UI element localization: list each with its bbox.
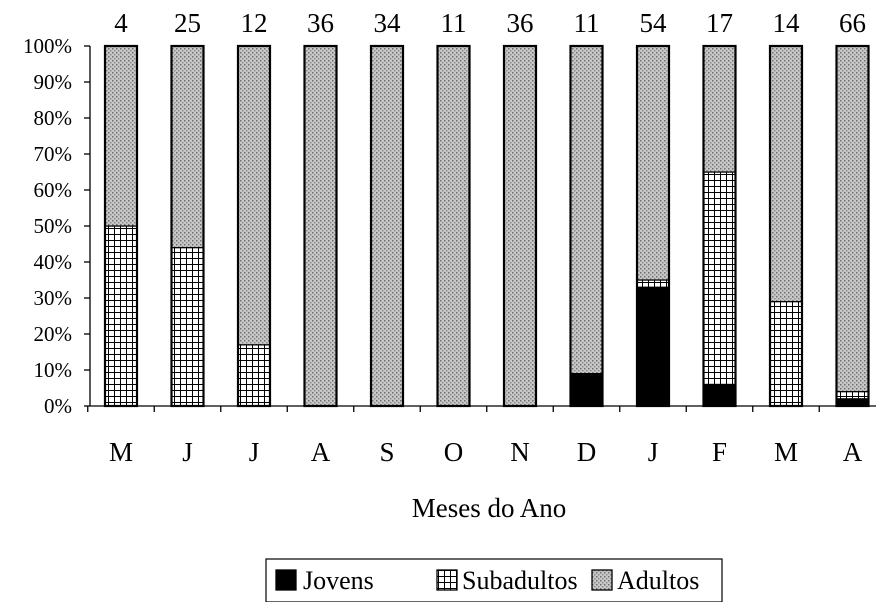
bar-outline: [303, 44, 338, 408]
bar-segment-adultos: [303, 45, 338, 407]
bar-segment-subadultos: [237, 344, 271, 407]
bar-stack: [369, 44, 405, 408]
count-label: 14: [773, 8, 801, 38]
bar-stack: [502, 44, 538, 408]
y-tick-label: 30%: [34, 286, 73, 310]
bar-segment-adultos: [835, 45, 870, 393]
count-label: 66: [839, 8, 866, 38]
x-axis-label: Meses do Ano: [412, 493, 567, 523]
count-label: 17: [706, 8, 733, 38]
x-tick-label: M: [774, 437, 798, 467]
bar-segment-adultos: [636, 45, 670, 281]
legend-swatch: [436, 569, 458, 591]
bar-stack: [303, 44, 338, 408]
bar-segment-adultos: [104, 45, 138, 227]
x-tick-label: M: [109, 437, 133, 467]
x-tick-label: O: [444, 437, 464, 467]
y-tick-label: 80%: [34, 106, 73, 130]
y-tick-label: 90%: [34, 70, 73, 94]
bar-segment-subadultos: [170, 247, 205, 407]
bar-outline: [170, 44, 205, 408]
bar-outline: [436, 44, 471, 408]
legend: Jovens Subadultos Adultos: [265, 558, 723, 602]
x-tick-label: D: [577, 437, 597, 467]
x-tick-label: F: [712, 437, 727, 467]
count-label: 11: [441, 8, 467, 38]
bar-stack: [236, 44, 272, 408]
bar-segment-adultos: [569, 45, 604, 375]
legend-swatch: [275, 569, 297, 591]
count-label: 25: [174, 8, 201, 38]
y-tick-label: 40%: [34, 250, 73, 274]
bar-outline: [635, 44, 671, 408]
y-tick-label: 10%: [34, 358, 73, 382]
bar-segment-adultos: [436, 45, 471, 407]
x-tick-label: A: [843, 437, 863, 467]
bar-outline: [768, 44, 804, 408]
bar-stack: [635, 44, 671, 408]
y-tick-label: 60%: [34, 178, 73, 202]
bar-stack: [170, 44, 205, 408]
bar-segment-adultos: [702, 45, 737, 173]
legend-label: Adultos: [617, 566, 699, 595]
count-label: 4: [114, 8, 128, 38]
x-tick-label: A: [311, 437, 331, 467]
bar-segment-jovens: [636, 286, 670, 407]
bar-stack: [436, 44, 471, 408]
bar-outline: [236, 44, 272, 408]
bar-segment-jovens: [569, 373, 604, 407]
legend-swatch: [591, 569, 613, 591]
bar-outline: [369, 44, 405, 408]
y-tick-label: 100%: [23, 34, 72, 58]
count-label: 36: [307, 8, 334, 38]
y-tick-label: 0%: [44, 394, 72, 418]
legend-label: Jovens: [303, 566, 374, 595]
bar-segment-adultos: [170, 45, 205, 249]
bar-stack: [569, 44, 604, 408]
bar-stack: [835, 44, 870, 408]
count-label: 34: [374, 8, 402, 38]
x-tick-label: N: [510, 437, 530, 467]
bar-segment-subadultos: [769, 301, 803, 407]
count-label: 36: [507, 8, 534, 38]
x-tick-label: J: [182, 437, 193, 467]
bar-stack: [702, 44, 737, 408]
bar-segment-adultos: [237, 45, 271, 346]
count-label: 54: [640, 8, 668, 38]
bar-outline: [702, 44, 737, 408]
bar-outline: [502, 44, 538, 408]
x-tick-label: J: [648, 437, 659, 467]
legend-frame: [265, 558, 723, 602]
bar-segment-subadultos: [104, 225, 138, 407]
bar-segment-jovens: [702, 383, 737, 407]
bar-segment-subadultos: [835, 391, 870, 400]
y-tick-label: 50%: [34, 214, 73, 238]
bar-outline: [103, 44, 139, 408]
count-label: 11: [574, 8, 600, 38]
bar-stack: [103, 44, 139, 408]
y-axis: 0% 10% 20% 30% 40% 50% 60% 70% 80% 90% 100%: [23, 34, 876, 418]
x-tick-label: S: [379, 437, 394, 467]
y-tick-label: 70%: [34, 142, 73, 166]
x-tick-label: J: [249, 437, 260, 467]
bar-segment-adultos: [769, 45, 803, 303]
legend-label: Subadultos: [462, 566, 578, 595]
legend-item-jovens: Jovens: [275, 566, 374, 595]
bar-segment-adultos: [503, 45, 537, 407]
bar-outline: [569, 44, 604, 408]
count-labels: 4 25 12 36 34 11 36 11 54 17 14 66: [114, 8, 866, 38]
bar-outline: [835, 44, 870, 408]
legend-item-adultos: Adultos: [591, 566, 699, 595]
legend-item-subadultos: Subadultos: [436, 566, 578, 595]
bar-stack: [768, 44, 804, 408]
bar-segment-subadultos: [702, 171, 737, 385]
bar-segment-adultos: [370, 45, 404, 407]
y-tick-label: 20%: [34, 322, 73, 346]
bar-segment-subadultos: [636, 279, 670, 288]
count-label: 12: [241, 8, 268, 38]
bars: [103, 44, 870, 408]
